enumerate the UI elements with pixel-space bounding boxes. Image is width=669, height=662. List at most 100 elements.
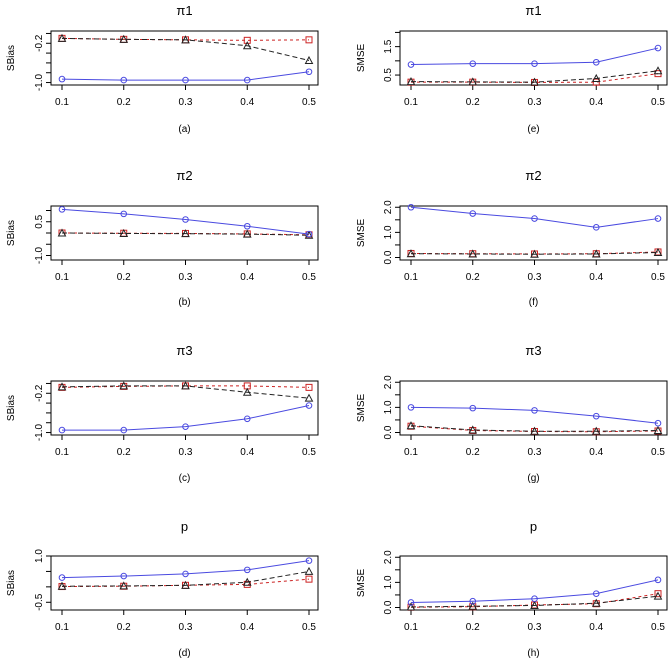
data-point-triangle <box>119 381 129 390</box>
y-tick-label: 1.0 <box>383 575 394 589</box>
series-line-circle <box>410 206 659 228</box>
data-point-square <box>305 575 313 583</box>
series-line-circle <box>410 579 659 603</box>
data-point-triangle <box>119 228 129 237</box>
data-point-triangle <box>591 598 601 607</box>
x-tick-label: 0.4 <box>240 622 254 633</box>
x-tick-label: 0.5 <box>302 622 316 633</box>
series-line-square <box>410 593 659 608</box>
x-tick-label: 0.4 <box>240 97 254 108</box>
data-point-triangle <box>653 66 663 75</box>
data-point-triangle <box>242 41 252 50</box>
x-tick-label: 0.2 <box>466 447 480 458</box>
x-tick-label: 0.3 <box>528 272 542 283</box>
x-tick-label: 0.4 <box>589 447 603 458</box>
x-tick-label: 0.3 <box>179 622 193 633</box>
y-tick-label: 0.5 <box>34 214 45 228</box>
data-point-circle <box>654 576 662 584</box>
data-point-circle <box>58 206 66 213</box>
panel-caption: (a) <box>178 124 190 135</box>
data-point-triangle <box>653 591 663 600</box>
data-point-triangle <box>530 426 539 435</box>
series-line-square <box>61 578 310 588</box>
data-point-triangle <box>242 387 252 396</box>
data-point-triangle <box>406 249 416 258</box>
y-tick-label: 1.0 <box>34 549 45 563</box>
x-tick-label: 0.2 <box>466 622 480 633</box>
y-axis-label: SMSE <box>356 219 367 248</box>
panel-caption: (e) <box>527 124 539 135</box>
data-point-triangle <box>468 77 478 86</box>
data-point-circle <box>243 566 251 574</box>
x-tick-label: 0.2 <box>117 447 131 458</box>
data-point-triangle <box>468 249 478 258</box>
data-point-circle <box>531 595 538 602</box>
data-point-triangle <box>181 580 190 589</box>
panel-title: π3 <box>525 343 541 358</box>
x-tick-label: 0.3 <box>179 447 193 458</box>
panel-title: π2 <box>525 168 541 183</box>
panel-h: p 0.1 0.2 0.3 0.4 0.5 0.0 1.0 2.0 SMSE (h) <box>356 519 668 659</box>
x-tick-label: 0.5 <box>651 447 665 458</box>
series-line-triangle <box>61 385 310 399</box>
data-point-triangle <box>591 249 601 258</box>
x-tick-label: 0.4 <box>589 272 603 283</box>
data-point-triangle <box>304 393 314 402</box>
x-tick-label: 0.5 <box>302 272 316 283</box>
x-tick-label: 0.1 <box>55 97 69 108</box>
data-point-circle <box>531 60 538 67</box>
data-point-triangle <box>530 77 539 86</box>
data-point-triangle <box>57 33 67 42</box>
y-tick-label: 1.0 <box>383 400 394 414</box>
data-point-triangle <box>57 581 67 590</box>
plot-box <box>50 30 319 86</box>
panel-caption: (f) <box>529 297 538 308</box>
data-point-circle <box>182 423 189 430</box>
data-point-circle <box>305 557 313 564</box>
y-axis-label: SBias <box>6 570 17 596</box>
data-point-square <box>407 78 415 86</box>
series-line-square <box>410 425 659 433</box>
y-axis-label: SMSE <box>356 394 367 423</box>
series-line-circle <box>61 208 310 235</box>
x-tick-label: 0.1 <box>404 622 418 633</box>
data-point-circle <box>654 419 662 427</box>
y-axis-label: SBias <box>6 220 17 246</box>
plot-box <box>399 380 668 436</box>
x-tick-label: 0.2 <box>117 622 131 633</box>
data-point-square <box>654 590 662 598</box>
x-tick-label: 0.2 <box>117 97 131 108</box>
data-point-circle <box>120 426 128 434</box>
data-point-circle <box>407 203 415 211</box>
panel-caption: (g) <box>527 473 539 484</box>
x-tick-label: 0.3 <box>528 447 542 458</box>
panel-g: π3 0.1 0.2 0.3 0.4 0.5 0.0 1.0 2.0 SMSE (g) <box>356 343 668 484</box>
x-tick-label: 0.5 <box>651 272 665 283</box>
data-point-circle <box>243 222 251 230</box>
y-tick-label: -1.0 <box>34 73 45 91</box>
panel-c: π3 0.1 0.2 0.3 0.4 0.5 -0.2 -1.0 SBias (c) <box>6 343 319 484</box>
series-line-triangle <box>410 251 659 255</box>
data-point-circle <box>58 75 66 83</box>
series-line-circle <box>62 405 310 431</box>
y-axis-label: SMSE <box>356 569 367 598</box>
data-point-square <box>305 36 313 44</box>
data-point-triangle <box>119 34 129 43</box>
panel-title: π1 <box>176 3 192 18</box>
y-tick-label: 0.5 <box>383 68 394 82</box>
x-tick-label: 0.1 <box>404 97 418 108</box>
data-point-triangle <box>530 249 539 258</box>
y-axis-label: SMSE <box>356 44 367 73</box>
x-tick-label: 0.4 <box>589 97 603 108</box>
data-point-triangle <box>242 229 252 238</box>
panel-title: π2 <box>176 168 192 183</box>
panel-caption: (d) <box>178 648 190 659</box>
y-tick-label: -0.5 <box>34 593 45 611</box>
data-point-circle <box>58 426 66 434</box>
panel-f: π2 0.1 0.2 0.3 0.4 0.5 0.0 1.0 2.0 SMSE (f) <box>356 168 668 308</box>
y-axis-label: SBias <box>6 45 17 71</box>
data-point-triangle <box>57 382 67 391</box>
data-point-circle <box>531 215 538 222</box>
series-line-triangle <box>410 425 659 432</box>
panel-title: π1 <box>525 3 541 18</box>
